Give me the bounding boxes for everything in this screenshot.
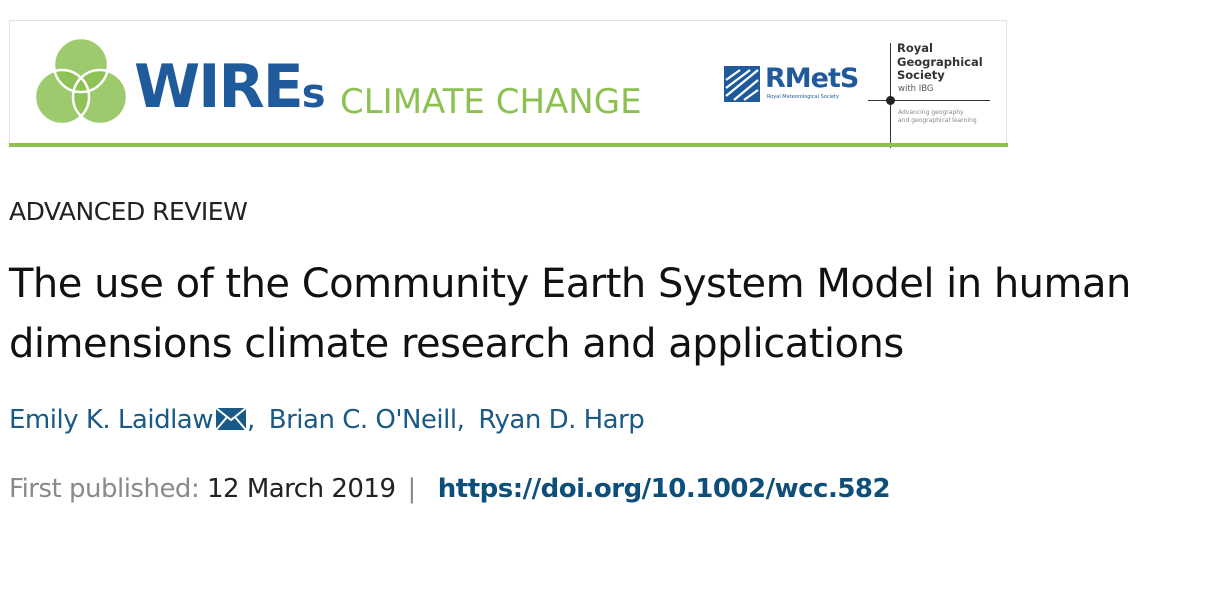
rgs-tagline: Advancing geography and geographical lea… [898,109,977,125]
first-published-date: 12 March 2019 [206,474,396,504]
rgs-tagline-2: and geographical learning [898,117,977,124]
journal-suffix: s [301,71,326,117]
author-link[interactable]: Ryan D. Harp [478,405,645,435]
rgs-line-3: Society [897,68,945,82]
article-title-line-2: dimensions climate research and applicat… [9,321,904,367]
rgs-logo-horizontal-line [868,100,990,101]
journal-subtitle: CLIMATE CHANGE [340,82,642,122]
journal-logo-text: WIREs [134,57,326,124]
author-separator: , [456,405,465,435]
author-link[interactable]: Brian C. O'Neill [268,405,457,435]
rgs-logo-vertical-line [890,43,891,148]
author-list: Emily K. Laidlaw, Brian C. O'Neill, Ryan D… [9,405,645,437]
article-type: ADVANCED REVIEW [9,197,248,226]
doi-link[interactable]: https://doi.org/10.1002/wcc.582 [437,474,891,504]
rmets-logo-text: RMetS [765,63,859,94]
pipe-separator: | [407,474,417,504]
publication-info: First published: 12 March 2019 | https://d… [9,474,891,504]
rgs-tagline-1: Advancing geography [898,109,964,116]
journal-main: WIRE [134,52,304,122]
rgs-line-2: Geographical [897,54,983,69]
first-published-label: First published: [9,474,200,504]
wires-logo-icon [33,37,129,126]
rgs-logo-text: Royal Geographical Society [897,41,983,83]
article-title-line-1: The use of the Community Earth System Mo… [9,261,1131,307]
author-separator: , [247,405,255,435]
rgs-line-1: Royal [897,41,933,55]
rmets-subtitle: Royal Meteorological Society [767,94,839,100]
envelope-icon[interactable] [215,407,247,437]
author-link[interactable]: Emily K. Laidlaw [9,405,214,435]
banner-divider [9,143,1008,147]
rmets-logo-icon [724,66,760,102]
rgs-logo-dot [886,96,895,105]
article-title: The use of the Community Earth System Mo… [9,254,1230,374]
journal-banner[interactable]: WIREs CLIMATE CHANGE RMetS Royal Meteoro… [9,20,1007,148]
rgs-with-ibg: with IBG [898,84,934,94]
